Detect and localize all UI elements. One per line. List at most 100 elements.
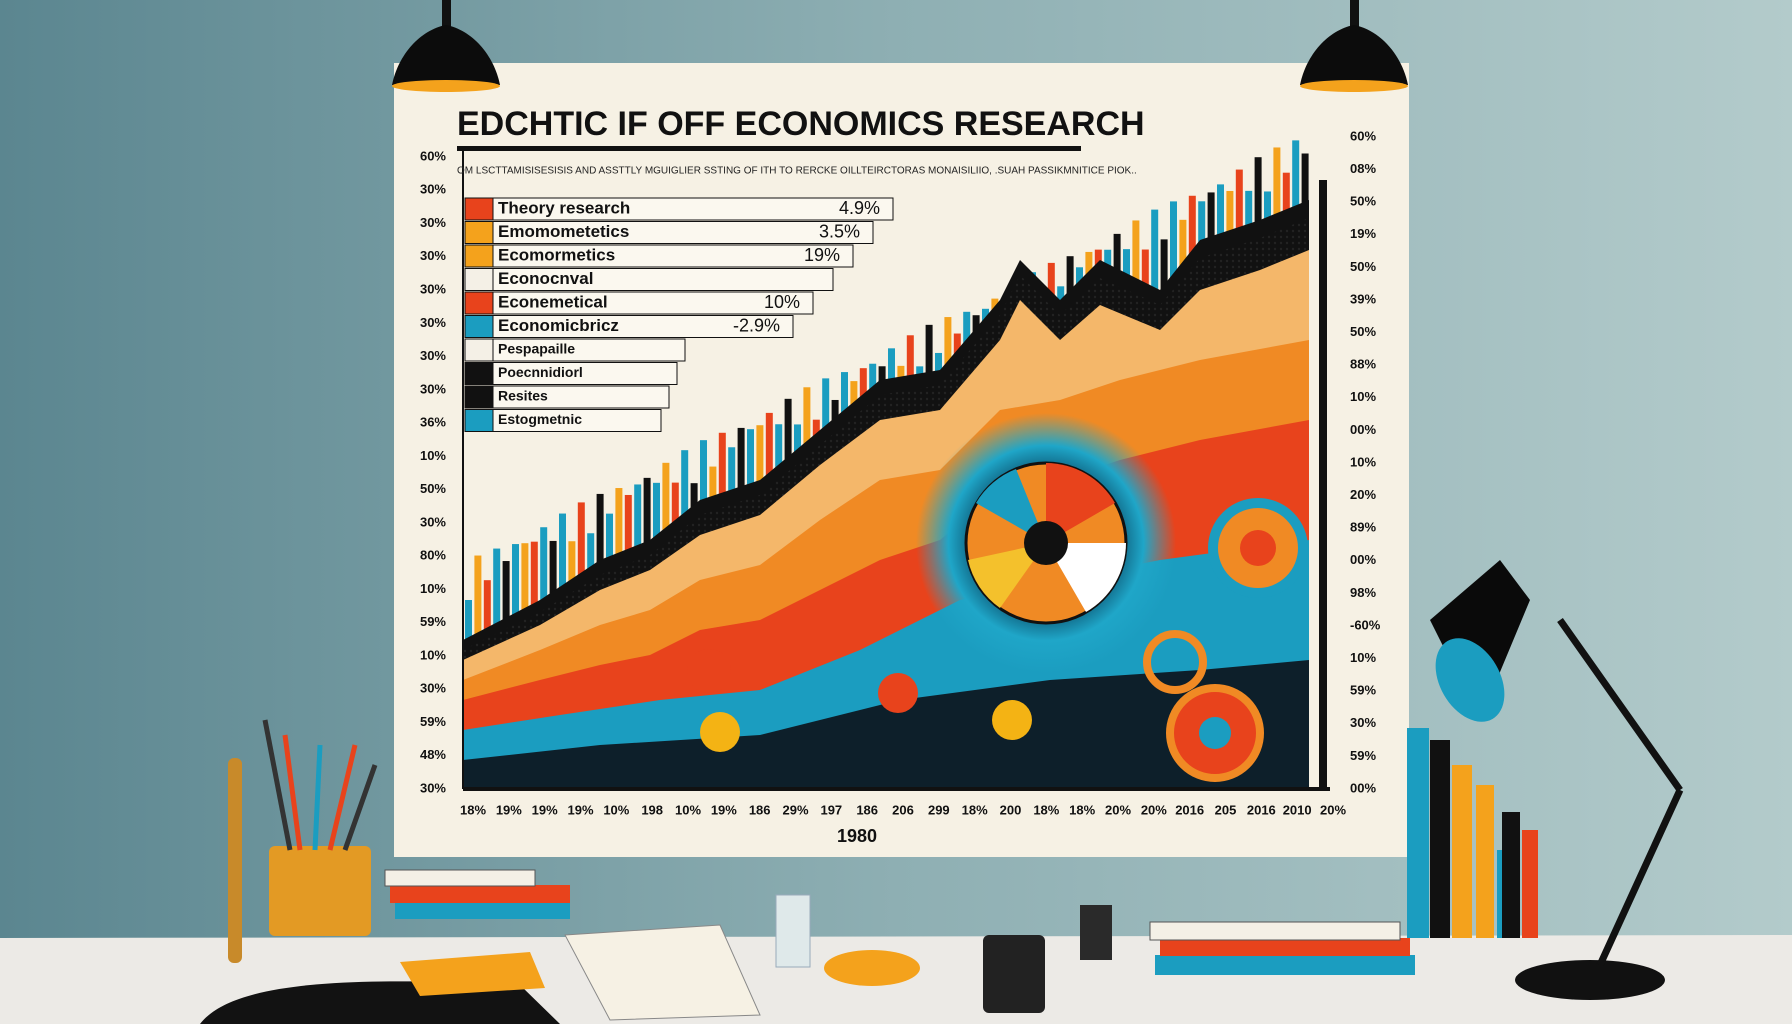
legend-label: Economicbricz [498,316,619,335]
left-axis-label: 10% [420,581,446,596]
bottom-axis-label: 10% [603,802,629,817]
lamp-right [1300,0,1408,92]
bottom-axis-label: 19% [567,802,593,817]
legend-value: 19% [804,245,840,265]
bottom-axis-label: 20% [1105,802,1131,817]
left-axis-label: 10% [420,448,446,463]
bottom-axis-label: 19% [532,802,558,817]
legend-value: -2.9% [733,315,780,335]
left-axis-label: 50% [420,481,446,496]
legend-swatch [464,338,494,362]
bottom-axis-label: 18% [962,802,988,817]
right-axis-label: 88% [1350,357,1376,372]
binder [1476,785,1494,938]
bottom-axis-label: 200 [1000,802,1022,817]
bottom-axis-label: 206 [892,802,914,817]
right-axis-label: 98% [1350,585,1376,600]
left-axis-label: 60% [420,148,446,163]
plot-waves [463,200,1309,789]
paper [400,952,545,996]
bottom-axis-label: 186 [749,802,771,817]
title-rule [457,146,1081,151]
legend-row [492,197,894,221]
legend-label: Econemetical [498,292,608,311]
left-axis-label: 59% [420,614,446,629]
right-axis-label: 00% [1350,780,1376,795]
right-axis-label: 59% [1350,748,1376,763]
right-axis-label: 50% [1350,194,1376,209]
binder [1430,740,1450,938]
left-axis-label: 30% [420,315,446,330]
bottom-axis-label: 18% [460,802,486,817]
bottom-axis-label: 20% [1320,802,1346,817]
dot [878,673,918,713]
target [1240,530,1276,566]
eye-slice [976,469,1046,543]
bottom-axis-label: 20% [1141,802,1167,817]
right-axis-label: 50% [1350,324,1376,339]
legend-swatch [464,409,494,432]
right-axis-label: 59% [1350,683,1376,698]
right-axis-label: 50% [1350,259,1376,274]
bottom-axis-label: 18% [1033,802,1059,817]
bottom-axis-label: 10% [675,802,701,817]
legend-label: Estogmetnic [498,411,582,427]
left-axis-label: 30% [420,281,446,296]
right-axis-label: 10% [1350,454,1376,469]
right-axis-label: 08% [1350,161,1376,176]
left-axis-label: 59% [420,714,446,729]
legend-label: Poecnnidiorl [498,364,583,380]
bottom-axis-label: 299 [928,802,950,817]
legend-label: Emomometetics [498,222,629,241]
binder [1452,765,1472,938]
pie-disc [824,950,920,986]
legend-row [492,221,874,244]
book [1155,955,1415,975]
right-axis-label: 60% [1350,128,1376,143]
legend-label: Econocnval [498,269,593,288]
legend-swatch [464,291,494,315]
right-axis-label: 00% [1350,422,1376,437]
legend-row [492,338,686,362]
right-axis-label: 10% [1350,389,1376,404]
legend-label: Resites [498,388,548,404]
eye-slice [1046,463,1115,543]
axes: 60% 30% 30% 30% 30% 30% 30% 30% 36% 10% 50% 30% 80% 1… [420,128,1381,817]
legend-swatch [464,244,494,268]
cup [983,935,1045,1013]
book [1149,921,1401,941]
pens [262,719,378,851]
left-axis-label: 80% [420,548,446,563]
eye-slice [1046,543,1126,612]
legend-row [492,315,794,338]
book [390,885,570,903]
pen-holder [269,846,371,936]
legend-row [492,291,814,315]
target [1143,630,1207,694]
bottom-axis-label: 205 [1215,802,1237,817]
left-axis-label: 30% [420,381,446,396]
bottom-axis-label: 29% [782,802,808,817]
left-axis-label: 30% [420,348,446,363]
dot [687,649,731,693]
desk-lamp [1430,560,1684,1000]
legend-swatch [464,221,494,244]
right-axis-label: 89% [1350,520,1376,535]
legend-swatch [464,315,494,338]
legend-row [492,409,662,432]
bottom-axis-label: 197 [820,802,842,817]
book [384,869,536,887]
left-axis-label: 30% [420,248,446,263]
binder [1407,728,1429,938]
eye-slice [968,543,1046,608]
pencil [228,758,242,963]
bottom-axis-label: 19% [711,802,737,817]
poster-subtitle: OM LSCTTAMISISESISIS AND ASSTTLY MGUIGLI… [457,166,1137,177]
left-axis-label: 36% [420,415,446,430]
bottom-caption: 1980 [837,826,877,846]
dot [700,712,740,752]
binder [1522,830,1538,938]
legend-value: 3.5% [819,221,860,241]
legend-label: Theory research [498,198,630,217]
